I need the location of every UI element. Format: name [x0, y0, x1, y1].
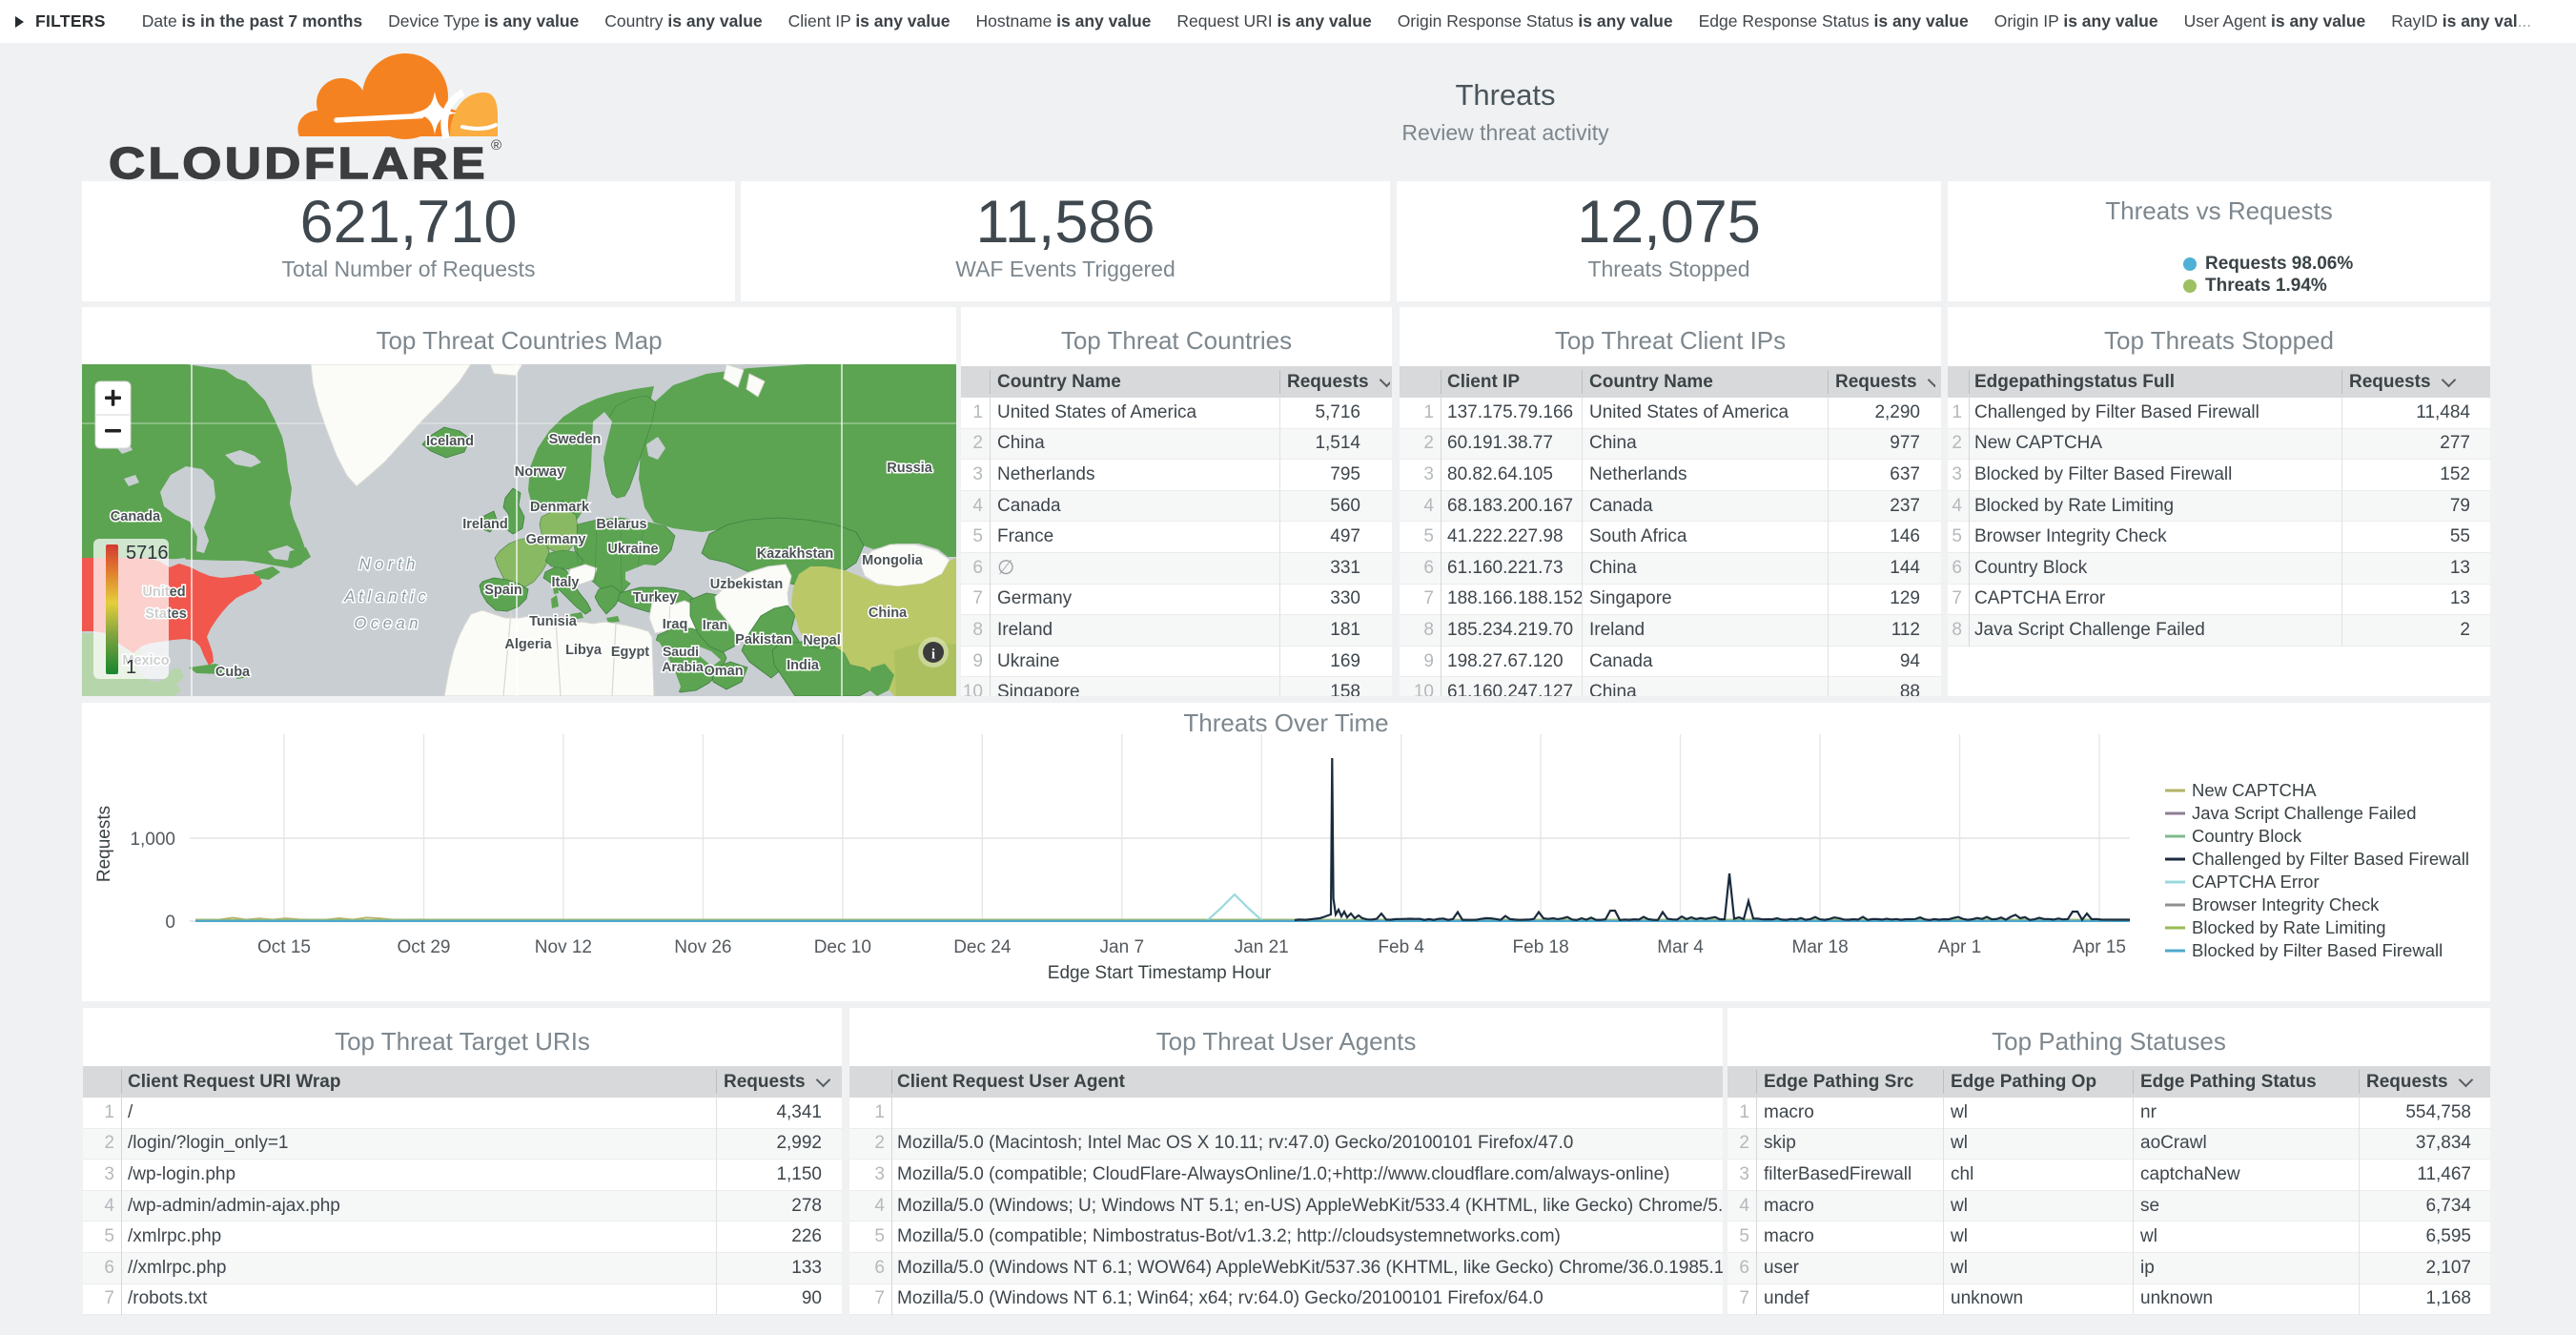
svg-text:Oct 15: Oct 15	[257, 937, 311, 957]
svg-text:Java Script Challenge Failed: Java Script Challenge Failed	[2192, 803, 2417, 823]
svg-text:Feb 18: Feb 18	[1513, 937, 1569, 957]
svg-text:Spain: Spain	[484, 583, 521, 598]
svg-text:Blocked by Rate Limiting: Blocked by Rate Limiting	[2192, 917, 2386, 937]
svg-text:Feb 4: Feb 4	[1378, 937, 1424, 957]
svg-text:Jan 7: Jan 7	[1100, 937, 1144, 957]
svg-text:CAPTCHA Error: CAPTCHA Error	[2192, 872, 2320, 892]
svg-text:Sweden: Sweden	[549, 432, 602, 447]
svg-text:1,000: 1,000	[130, 830, 175, 850]
svg-text:Canada: Canada	[111, 509, 161, 524]
svg-text:CLOUDFLARE: CLOUDFLARE	[109, 138, 488, 188]
svg-text:Uzbekistan: Uzbekistan	[710, 577, 784, 592]
svg-text:i: i	[931, 647, 935, 663]
svg-text:Apr 1: Apr 1	[1938, 937, 1981, 957]
svg-text:0: 0	[165, 913, 175, 933]
svg-text:Arabia: Arabia	[662, 659, 704, 674]
svg-text:Ireland: Ireland	[462, 517, 508, 532]
svg-text:Norway: Norway	[515, 464, 564, 480]
svg-text:Russia: Russia	[887, 461, 932, 476]
svg-text:Country Block: Country Block	[2192, 826, 2302, 846]
svg-text:5716: 5716	[126, 543, 169, 564]
svg-text:Dec 24: Dec 24	[953, 937, 1012, 957]
svg-text:India: India	[787, 658, 820, 673]
svg-text:Libya: Libya	[565, 643, 603, 658]
svg-text:Nov 26: Nov 26	[674, 937, 731, 957]
svg-text:N o r t h: N o r t h	[359, 556, 416, 573]
svg-text:Blocked by Filter Based Firewa: Blocked by Filter Based Firewall	[2192, 940, 2443, 960]
svg-text:Turkey: Turkey	[633, 590, 677, 606]
svg-text:Requests: Requests	[94, 806, 114, 882]
svg-text:Iceland: Iceland	[426, 434, 474, 449]
svg-text:Iraq: Iraq	[663, 617, 688, 632]
svg-text:New CAPTCHA: New CAPTCHA	[2192, 780, 2317, 800]
svg-text:Pakistan: Pakistan	[735, 632, 792, 647]
svg-text:Nov 12: Nov 12	[535, 937, 592, 957]
svg-text:Ukraine: Ukraine	[607, 542, 658, 557]
svg-text:O c e a n: O c e a n	[355, 615, 419, 632]
svg-text:Apr 15: Apr 15	[2073, 937, 2126, 957]
svg-text:Saudi: Saudi	[663, 644, 699, 659]
svg-text:Kazakhstan: Kazakhstan	[757, 546, 834, 562]
svg-text:Tunisia: Tunisia	[529, 614, 578, 629]
svg-text:Jan 21: Jan 21	[1235, 937, 1289, 957]
svg-text:Mar 18: Mar 18	[1792, 937, 1849, 957]
svg-text:A t l a n t i c: A t l a n t i c	[343, 588, 426, 606]
svg-text:Oman: Oman	[704, 664, 743, 679]
svg-text:Denmark: Denmark	[530, 500, 590, 515]
svg-text:Iran: Iran	[703, 618, 728, 633]
svg-text:Dec 10: Dec 10	[814, 937, 871, 957]
svg-text:Oct 29: Oct 29	[398, 937, 451, 957]
svg-text:Belarus: Belarus	[596, 517, 646, 532]
svg-text:Browser Integrity Check: Browser Integrity Check	[2192, 894, 2380, 914]
svg-text:Italy: Italy	[551, 575, 579, 590]
svg-text:Mongolia: Mongolia	[862, 553, 924, 568]
svg-text:Algeria: Algeria	[504, 637, 552, 652]
svg-text:®: ®	[491, 137, 501, 154]
svg-text:Egypt: Egypt	[611, 645, 649, 660]
svg-text:Edge Start Timestamp Hour: Edge Start Timestamp Hour	[1048, 963, 1272, 983]
svg-text:Challenged by Filter Based Fir: Challenged by Filter Based Firewall	[2192, 849, 2469, 869]
svg-text:Nepal: Nepal	[803, 633, 841, 648]
svg-text:1: 1	[126, 657, 136, 678]
svg-text:Cuba: Cuba	[215, 665, 251, 680]
svg-text:Germany: Germany	[526, 532, 586, 547]
svg-text:Mar 4: Mar 4	[1657, 937, 1704, 957]
svg-text:China: China	[869, 606, 908, 621]
